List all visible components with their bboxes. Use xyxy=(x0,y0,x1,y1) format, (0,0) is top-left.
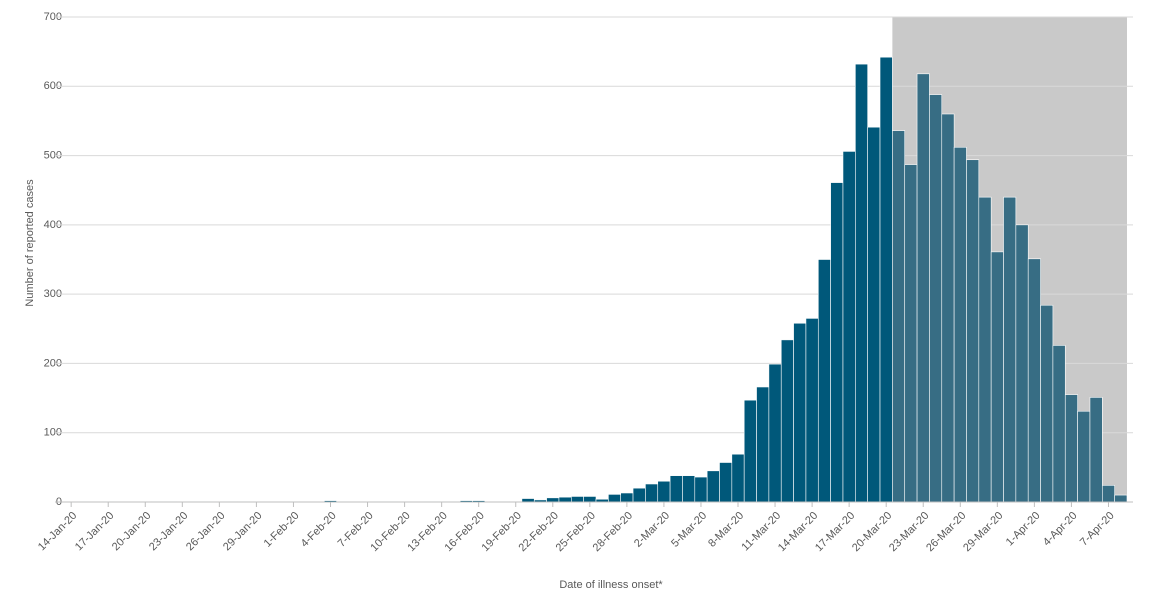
y-tick-label: 500 xyxy=(44,149,62,161)
bar xyxy=(793,322,807,503)
bar xyxy=(669,475,683,503)
bar xyxy=(805,318,819,503)
x-tick-label: 26-Jan-20 xyxy=(184,510,228,554)
y-tick-label: 100 xyxy=(44,427,62,439)
bar xyxy=(558,496,572,503)
bar xyxy=(929,94,943,503)
x-tick-label: 17-Jan-20 xyxy=(73,510,117,554)
x-axis-title: Date of illness onset* xyxy=(559,579,663,591)
bar xyxy=(892,130,906,503)
x-tick-label: 20-Jan-20 xyxy=(110,510,154,554)
bar xyxy=(731,453,745,503)
x-tick-label: 5-Mar-20 xyxy=(669,510,709,550)
bar xyxy=(620,492,634,503)
bar xyxy=(1040,304,1054,503)
bar xyxy=(842,151,856,503)
bar xyxy=(1052,345,1066,503)
y-tick-label: 300 xyxy=(44,288,62,300)
bar xyxy=(743,399,757,503)
x-tick-label: 14-Jan-20 xyxy=(36,510,80,554)
x-tick-label: 28-Feb-20 xyxy=(591,510,635,554)
bar xyxy=(719,462,733,503)
bar xyxy=(904,164,918,503)
x-tick-label: 4-Feb-20 xyxy=(299,510,339,550)
bar xyxy=(546,497,560,503)
x-tick-label: 1-Apr-20 xyxy=(1004,510,1043,549)
bar xyxy=(1003,196,1017,503)
bar xyxy=(855,63,868,503)
bar xyxy=(966,159,980,503)
y-axis-title: Number of reported cases xyxy=(24,179,36,307)
bar xyxy=(1027,258,1041,503)
bar xyxy=(1102,485,1115,503)
bar xyxy=(1015,224,1029,503)
y-tick-label: 600 xyxy=(44,80,62,92)
bar xyxy=(830,182,844,503)
bar xyxy=(953,146,967,503)
x-tick-label: 29-Mar-20 xyxy=(961,510,1005,554)
bar xyxy=(645,483,659,503)
bar xyxy=(571,496,584,503)
bar xyxy=(780,339,794,503)
bar xyxy=(1089,397,1103,503)
bar xyxy=(1064,394,1078,503)
bar xyxy=(978,196,992,503)
bar xyxy=(916,73,930,503)
bar xyxy=(682,475,696,503)
bar xyxy=(990,251,1004,503)
bar xyxy=(768,363,782,503)
bar xyxy=(706,470,720,503)
bar xyxy=(941,113,955,503)
x-tick-label: 29-Jan-20 xyxy=(221,510,265,554)
x-tick-label: 2-Mar-20 xyxy=(632,510,672,550)
bar xyxy=(1114,494,1128,503)
y-tick-label: 400 xyxy=(44,219,62,231)
x-tick-label: 4-Apr-20 xyxy=(1041,510,1080,549)
bar xyxy=(1077,410,1091,503)
bar xyxy=(879,56,893,503)
x-tick-label: 23-Jan-20 xyxy=(147,510,191,554)
y-tick-label: 200 xyxy=(44,357,62,369)
bar xyxy=(867,126,881,503)
x-tick-label: 7-Apr-20 xyxy=(1078,510,1117,549)
bar xyxy=(657,480,671,503)
y-tick-label: 700 xyxy=(44,11,62,23)
bar xyxy=(756,386,770,503)
bar xyxy=(694,476,708,503)
bar xyxy=(583,496,597,503)
x-tick-label: 1-Feb-20 xyxy=(262,510,302,550)
bar xyxy=(632,487,646,503)
bar xyxy=(817,259,831,503)
bar xyxy=(521,498,535,503)
bar xyxy=(608,494,621,503)
